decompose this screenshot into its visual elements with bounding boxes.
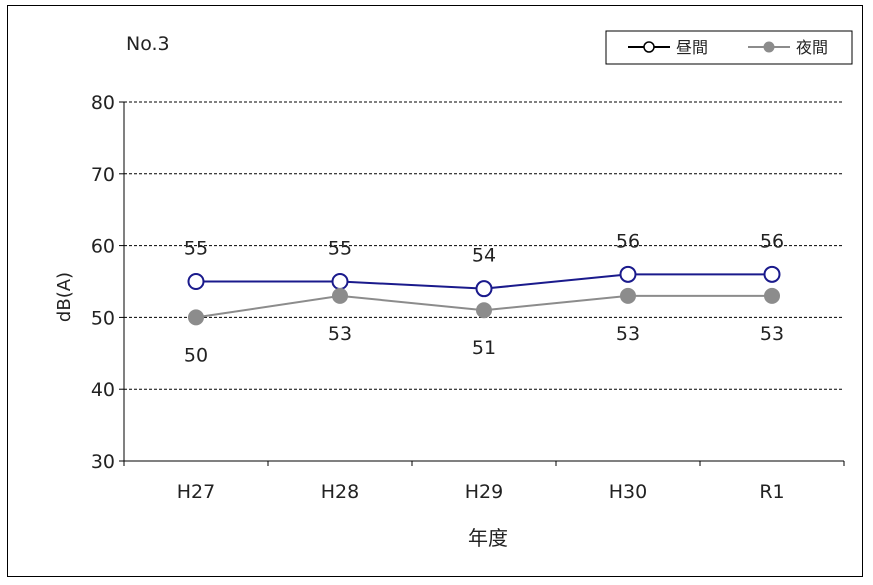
x-tick-label: H30 (609, 481, 647, 503)
data-label: 51 (472, 337, 496, 359)
data-point (620, 287, 636, 304)
y-tick-label: 30 (91, 451, 115, 473)
data-label: 53 (328, 323, 352, 345)
data-point (332, 287, 348, 304)
line-chart: No.3 昼間 夜間 30 40 50 60 70 80 H27 H28 H29 H30 R1 55… (54, 30, 853, 550)
x-tick-label: H27 (177, 481, 215, 503)
data-point (764, 287, 780, 304)
data-point (188, 309, 204, 326)
data-point (475, 280, 493, 298)
data-label: 54 (472, 245, 496, 267)
legend-label: 夜間 (796, 38, 828, 57)
chart-title: No.3 (126, 33, 170, 55)
data-label: 53 (760, 323, 784, 345)
y-tick-label: 80 (91, 92, 115, 114)
data-point (476, 302, 492, 319)
chart-frame: No.3 昼間 夜間 30 40 50 60 70 80 H27 H28 H29 H30 R1 55… (7, 5, 863, 577)
data-point (331, 273, 349, 290)
y-tick-label: 40 (91, 379, 115, 401)
legend-label: 昼間 (676, 38, 708, 57)
chart-legend: 昼間 夜間 (605, 30, 853, 65)
y-tick-label: 60 (91, 236, 115, 258)
data-label: 53 (616, 323, 640, 345)
x-axis-label: 年度 (468, 526, 508, 550)
data-label: 55 (328, 238, 352, 260)
y-tick-label: 70 (91, 164, 115, 186)
data-label: 56 (760, 230, 784, 252)
legend-marker (763, 41, 775, 53)
x-tick-label: H29 (465, 481, 503, 503)
x-tick-label: R1 (759, 481, 784, 503)
data-label: 55 (184, 238, 208, 260)
y-axis-label: dB(A) (54, 272, 75, 322)
data-label: 50 (184, 344, 208, 366)
legend-marker (643, 41, 655, 53)
data-point (763, 265, 781, 283)
y-tick-label: 50 (91, 307, 115, 329)
x-tick-label: H28 (321, 481, 359, 503)
data-point (619, 265, 637, 283)
data-point (187, 273, 205, 290)
data-label: 56 (616, 230, 640, 252)
